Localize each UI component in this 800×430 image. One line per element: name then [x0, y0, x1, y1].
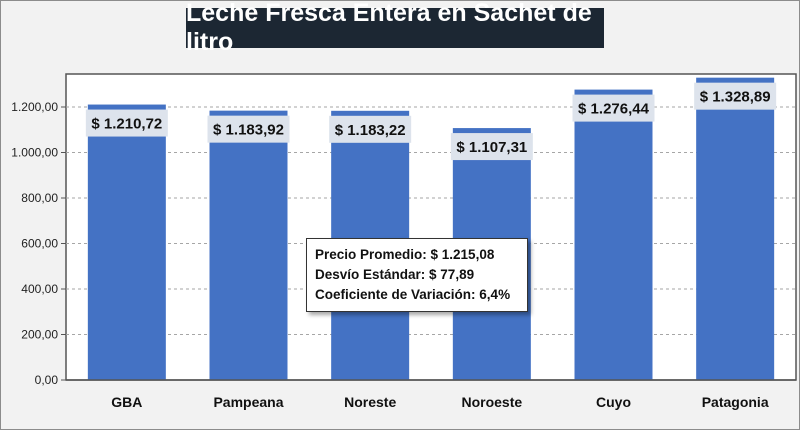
y-tick-label: 200,00	[21, 327, 58, 341]
data-label: $ 1.183,22	[335, 122, 406, 139]
data-label-bg	[329, 115, 412, 143]
data-label: $ 1.107,31	[456, 139, 527, 156]
stats-stddev: Desvío Estándar: $ 77,89	[315, 267, 475, 282]
plot-area	[65, 73, 797, 381]
data-label: $ 1.183,92	[213, 122, 284, 139]
data-label: $ 1.276,44	[578, 101, 650, 118]
y-tick-label: 1.200,00	[11, 100, 58, 114]
y-tick-label: 600,00	[21, 236, 58, 250]
bar	[87, 104, 166, 380]
y-tick-label: 1.000,00	[11, 145, 58, 159]
data-label: $ 1.210,72	[91, 116, 162, 133]
x-tick-label: Noroeste	[461, 394, 522, 410]
x-tick-label: Noreste	[344, 394, 396, 410]
data-label-bg	[85, 109, 168, 137]
stats-mean: Precio Promedio: $ 1.215,08	[315, 247, 495, 262]
data-label-bg	[572, 94, 655, 122]
stats-cv: Coeficiente de Variación: 6,4%	[315, 287, 511, 302]
x-tick-label: Patagonia	[702, 394, 769, 410]
data-label-bg	[207, 115, 290, 143]
bar	[209, 110, 288, 381]
data-label: $ 1.328,89	[700, 89, 771, 106]
bar	[696, 77, 775, 381]
x-tick-label: Pampeana	[213, 394, 283, 410]
bar	[574, 89, 653, 381]
data-label-bg	[694, 82, 777, 110]
y-tick-label: 400,00	[21, 282, 58, 296]
x-tick-label: Cuyo	[596, 394, 631, 410]
x-tick-label: GBA	[111, 394, 142, 410]
stats-annotation: Precio Promedio: $ 1.215,08 Desvío Están…	[306, 238, 528, 312]
data-label-bg	[450, 133, 533, 161]
y-tick-label: 800,00	[21, 191, 58, 205]
y-tick-label: 0,00	[35, 373, 59, 387]
